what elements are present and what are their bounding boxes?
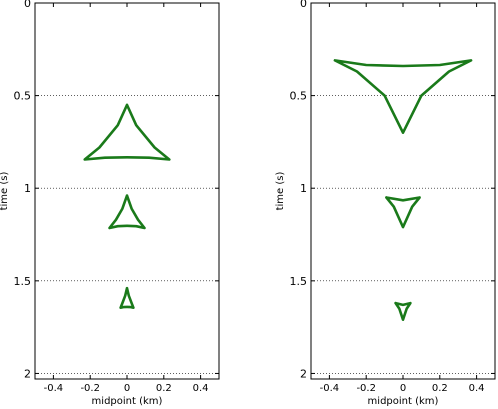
caustic-curve [108, 194, 146, 230]
plot-frame-left [34, 2, 220, 380]
caustic-curve [385, 196, 421, 229]
x-tick-label: 0.2 [156, 383, 172, 394]
x-tick-label: -0.2 [356, 383, 376, 394]
plot-frame-right [310, 2, 496, 380]
x-axis-label-right: midpoint (km) [368, 396, 439, 407]
chart-panel-right: 0 0.5 1 1.5 2 -0.4 -0.2 0 0.2 0.4 midpoint (km) t… [275, 0, 496, 407]
y-tick-label: 1 [24, 182, 31, 195]
ticks-right: 0 0.5 1 1.5 2 -0.4 -0.2 0 0.2 0.4 [290, 0, 495, 394]
y-tick-label: 1 [300, 182, 307, 195]
caustic-curve [333, 59, 473, 134]
x-axis-label-left: midpoint (km) [92, 396, 163, 407]
y-tick-label: 0 [300, 0, 307, 10]
y-tick-label: 0.5 [14, 90, 32, 103]
caustic-curve [83, 103, 171, 161]
curves-left [83, 103, 171, 309]
y-axis-label-left: time (s) [0, 172, 10, 211]
chart-panel-left: 0 0.5 1 1.5 2 -0.4 -0.2 0 0.2 0.4 midpoint (km) t… [0, 0, 220, 407]
x-tick-label: -0.4 [44, 383, 64, 394]
y-tick-label: 1.5 [14, 275, 32, 288]
caustic-curve [119, 286, 135, 309]
x-tick-label: 0 [124, 383, 130, 394]
ticks-left: 0 0.5 1 1.5 2 -0.4 -0.2 0 0.2 0.4 [14, 0, 219, 394]
x-tick-label: -0.4 [320, 383, 340, 394]
y-tick-label: 0.5 [290, 90, 308, 103]
y-tick-label: 0 [24, 0, 31, 10]
caustic-curve [394, 301, 412, 321]
x-tick-label: 0.2 [432, 383, 448, 394]
curves-right [333, 59, 473, 321]
x-tick-label: 0.4 [193, 383, 209, 394]
y-tick-label: 2 [24, 367, 31, 380]
grid-left [35, 2, 219, 374]
y-tick-label: 2 [300, 367, 307, 380]
x-tick-label: 0.4 [469, 383, 485, 394]
y-axis-label-right: time (s) [275, 172, 286, 211]
x-tick-label: 0 [400, 383, 406, 394]
y-tick-label: 1.5 [290, 275, 308, 288]
x-tick-label: -0.2 [80, 383, 100, 394]
